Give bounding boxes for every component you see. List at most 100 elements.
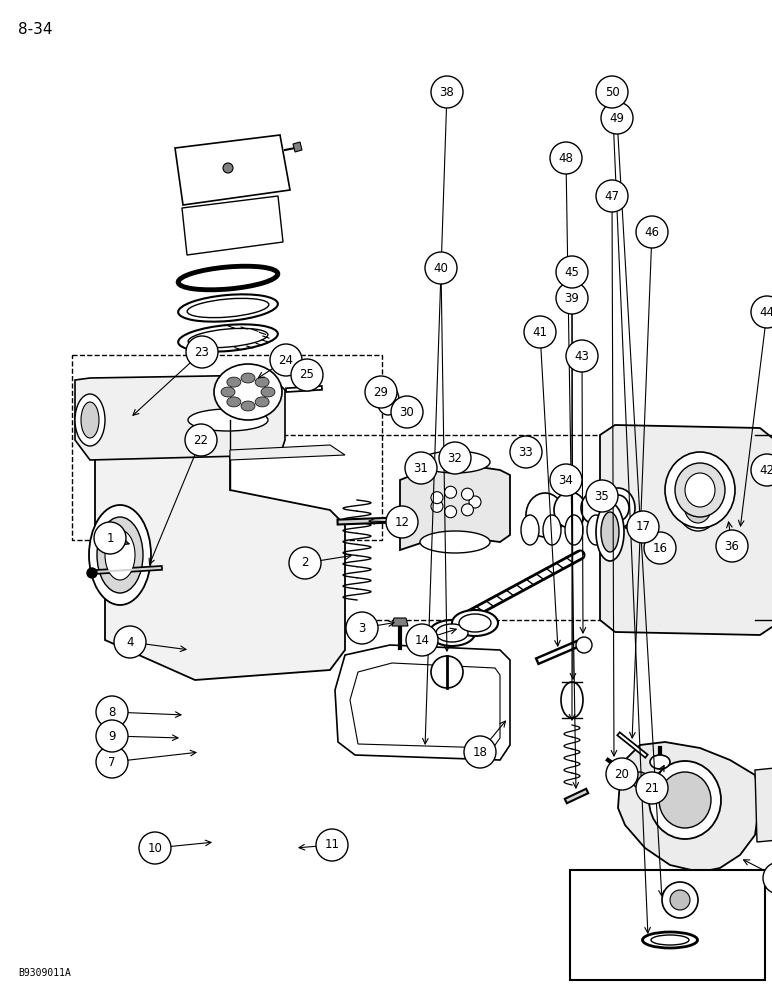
Ellipse shape xyxy=(227,377,241,387)
Ellipse shape xyxy=(188,409,268,431)
Circle shape xyxy=(596,180,628,212)
Polygon shape xyxy=(755,768,772,842)
Circle shape xyxy=(289,547,321,579)
Circle shape xyxy=(185,424,217,456)
Ellipse shape xyxy=(649,761,721,839)
Text: 2: 2 xyxy=(301,556,309,570)
Circle shape xyxy=(94,522,126,554)
Text: 25: 25 xyxy=(300,368,314,381)
Text: 43: 43 xyxy=(574,350,590,362)
Text: 44: 44 xyxy=(760,306,772,318)
Ellipse shape xyxy=(105,530,135,580)
Text: 1: 1 xyxy=(107,532,113,544)
Circle shape xyxy=(425,252,457,284)
Bar xyxy=(72,355,382,540)
Ellipse shape xyxy=(665,452,735,528)
Ellipse shape xyxy=(178,266,278,290)
Circle shape xyxy=(431,76,463,108)
Ellipse shape xyxy=(601,488,635,528)
Circle shape xyxy=(751,296,772,328)
Circle shape xyxy=(716,530,748,562)
Circle shape xyxy=(365,376,397,408)
Circle shape xyxy=(114,626,146,658)
Ellipse shape xyxy=(255,377,269,387)
Circle shape xyxy=(576,637,592,653)
Ellipse shape xyxy=(402,398,422,426)
Ellipse shape xyxy=(255,397,269,407)
Circle shape xyxy=(96,720,128,752)
Text: 17: 17 xyxy=(635,520,651,534)
Circle shape xyxy=(439,442,471,474)
Circle shape xyxy=(431,656,463,688)
Circle shape xyxy=(346,612,378,644)
Ellipse shape xyxy=(684,487,712,523)
Text: 3: 3 xyxy=(358,621,366,635)
Ellipse shape xyxy=(420,451,490,473)
Ellipse shape xyxy=(543,515,561,545)
Circle shape xyxy=(87,568,97,578)
Circle shape xyxy=(632,772,648,788)
Circle shape xyxy=(96,696,128,728)
Ellipse shape xyxy=(187,298,269,318)
Text: 45: 45 xyxy=(564,265,580,278)
Polygon shape xyxy=(335,645,510,760)
Circle shape xyxy=(566,340,598,372)
Text: 23: 23 xyxy=(195,346,209,359)
Text: 31: 31 xyxy=(414,462,428,475)
Bar xyxy=(165,435,755,620)
Ellipse shape xyxy=(75,394,105,446)
Polygon shape xyxy=(618,742,760,872)
Text: 50: 50 xyxy=(604,86,619,99)
Text: 20: 20 xyxy=(615,768,629,780)
Text: 46: 46 xyxy=(645,226,659,238)
Ellipse shape xyxy=(81,402,99,438)
Circle shape xyxy=(662,882,698,918)
Ellipse shape xyxy=(221,387,235,397)
Ellipse shape xyxy=(526,493,564,537)
Ellipse shape xyxy=(596,503,624,561)
Text: 14: 14 xyxy=(415,634,429,647)
Text: 24: 24 xyxy=(279,354,293,366)
Polygon shape xyxy=(350,663,500,748)
Circle shape xyxy=(670,890,690,910)
Circle shape xyxy=(524,316,556,348)
Ellipse shape xyxy=(241,373,255,383)
Circle shape xyxy=(556,256,588,288)
Circle shape xyxy=(550,464,582,496)
Text: 34: 34 xyxy=(559,474,574,487)
Ellipse shape xyxy=(188,328,268,348)
Polygon shape xyxy=(392,618,408,626)
Circle shape xyxy=(763,459,772,477)
Circle shape xyxy=(601,102,633,134)
Ellipse shape xyxy=(565,515,583,545)
Circle shape xyxy=(556,282,588,314)
Ellipse shape xyxy=(650,755,670,769)
Ellipse shape xyxy=(659,772,711,828)
Circle shape xyxy=(270,344,302,376)
Circle shape xyxy=(223,163,233,173)
Circle shape xyxy=(763,862,772,894)
Text: 16: 16 xyxy=(652,542,668,554)
Ellipse shape xyxy=(581,492,609,524)
Polygon shape xyxy=(75,375,285,460)
Circle shape xyxy=(464,736,496,768)
Ellipse shape xyxy=(561,682,583,718)
Ellipse shape xyxy=(436,624,468,642)
Text: 8-34: 8-34 xyxy=(18,22,52,37)
Text: 10: 10 xyxy=(147,842,162,854)
Text: 29: 29 xyxy=(374,385,388,398)
Text: 48: 48 xyxy=(559,151,574,164)
Circle shape xyxy=(462,488,473,500)
Ellipse shape xyxy=(675,463,725,517)
Circle shape xyxy=(139,832,171,864)
Polygon shape xyxy=(95,400,345,680)
Text: 36: 36 xyxy=(725,540,740,552)
Circle shape xyxy=(606,758,638,790)
Circle shape xyxy=(386,506,418,538)
Polygon shape xyxy=(293,142,302,152)
Ellipse shape xyxy=(429,620,475,646)
Text: 21: 21 xyxy=(645,782,659,794)
Polygon shape xyxy=(175,135,290,205)
Circle shape xyxy=(316,829,348,861)
Text: 42: 42 xyxy=(760,464,772,477)
